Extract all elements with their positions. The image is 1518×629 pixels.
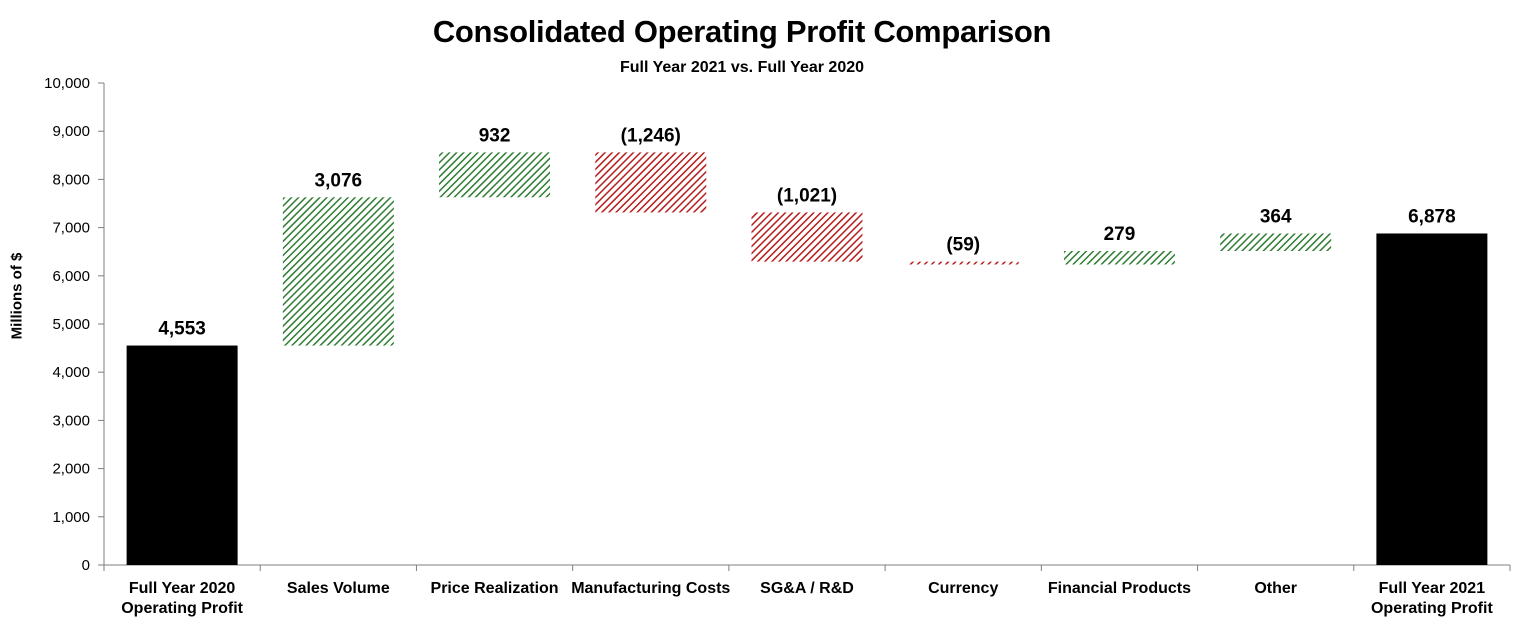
data-label: (1,021)	[777, 185, 837, 206]
y-tick-label: 2,000	[52, 461, 90, 478]
bars	[126, 152, 1488, 565]
data-labels: 4,553 Full Year 2020 Operating Profit 3,076…	[121, 125, 1493, 617]
x-tick-label: Currency	[928, 580, 998, 597]
data-label: 932	[479, 125, 511, 146]
x-tick-label: Financial Products	[1048, 580, 1191, 597]
chart-subtitle: Full Year 2021 vs. Full Year 2020	[619, 59, 865, 76]
y-tick-label: 8,000	[52, 171, 90, 188]
data-label: 279	[1104, 224, 1136, 245]
data-label: (1,246)	[621, 125, 681, 146]
y-tick-label: 1,000	[52, 509, 90, 526]
bar-manufacturing-costs	[595, 152, 707, 213]
data-label: (59)	[946, 235, 980, 256]
x-tick-label: SG&A / R&D	[760, 580, 854, 597]
x-tick-label: Sales Volume	[287, 580, 390, 597]
data-label: 4,553	[158, 319, 206, 340]
axes: 0 1,000 2,000 3,000 4,000 5,000 6,000 7,000 8,00…	[44, 75, 1511, 574]
bar-other	[1220, 233, 1332, 252]
bar-price-realization	[439, 152, 551, 198]
x-tick-label: Other	[1254, 580, 1297, 597]
bar-currency	[907, 261, 1019, 265]
bar-financial-products	[1063, 251, 1175, 265]
y-tick-label: 9,000	[52, 123, 90, 140]
data-label: 6,878	[1408, 206, 1456, 227]
data-label: 364	[1260, 206, 1292, 227]
y-tick-label: 6,000	[52, 268, 90, 285]
bar-full-year-2021-operating-profit	[1376, 233, 1488, 565]
y-tick-label: 7,000	[52, 220, 90, 237]
bar-full-year-2020-operating-profit	[126, 345, 238, 565]
chart-title: Consolidated Operating Profit Comparison	[432, 14, 1052, 49]
y-tick-label: 4,000	[52, 364, 90, 381]
bar-sales-volume	[282, 197, 394, 346]
x-tick-label: Full Year 2021	[1379, 580, 1486, 597]
y-tick-label: 0	[82, 557, 90, 574]
data-label: 3,076	[315, 170, 363, 191]
x-tick-label: Manufacturing Costs	[571, 580, 730, 597]
x-tick-label: Operating Profit	[121, 600, 243, 617]
y-tick-label: 5,000	[52, 316, 90, 333]
x-tick-label: Full Year 2020	[129, 580, 236, 597]
bar-sg-a-r-d	[751, 212, 863, 262]
y-tick-label: 3,000	[52, 412, 90, 429]
x-tick-label: Operating Profit	[1371, 600, 1493, 617]
y-tick-label: 10,000	[44, 75, 90, 92]
x-tick-label: Price Realization	[431, 580, 559, 597]
